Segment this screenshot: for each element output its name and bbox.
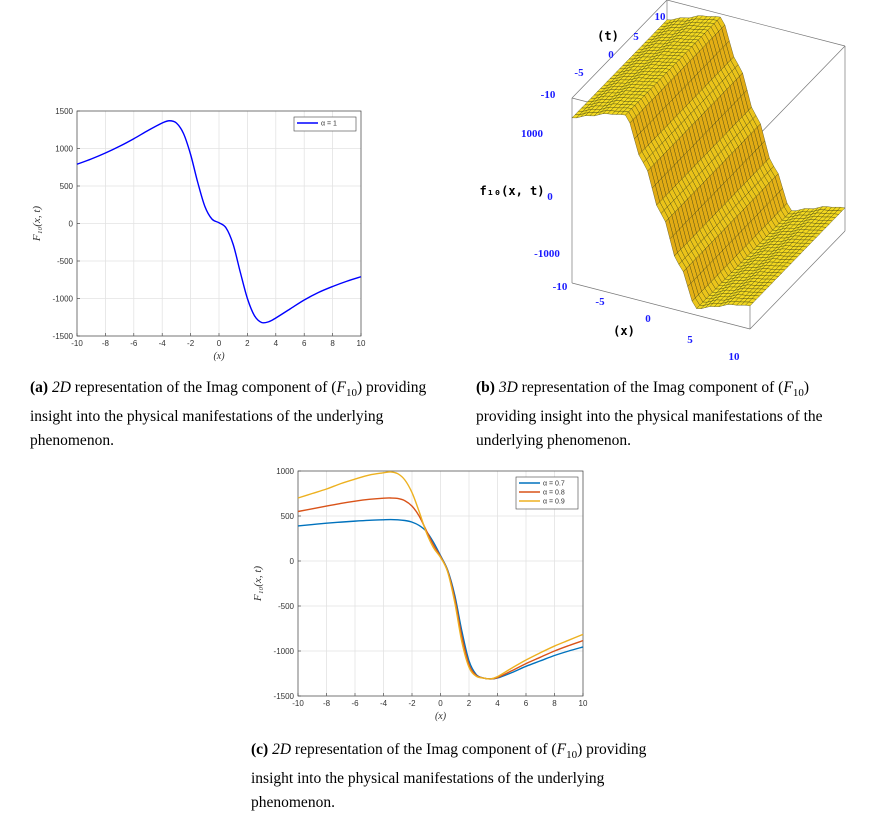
surface-t-tick-label: -10 — [541, 89, 556, 101]
caption-a-sub: 10 — [345, 387, 357, 400]
chart-a-xtick-label: 4 — [274, 339, 279, 348]
caption-c-sym: F — [556, 741, 567, 758]
caption-a-end: ) providing insight into the physical ma… — [30, 379, 427, 450]
caption-b: (b) 3D representation of the Imag compon… — [476, 376, 856, 453]
chart-c-series-line-3 — [297, 471, 584, 680]
chart-a-series-line-1 — [76, 120, 362, 324]
surface-box-edge — [749, 230, 846, 330]
surface-t-tick-label: 5 — [633, 31, 639, 43]
chart-c-legend-label-1: α = 0.7 — [543, 481, 565, 488]
chart-a-xtick-label: 6 — [302, 339, 307, 348]
surface-z-tick-label: -1000 — [534, 248, 560, 260]
caption-b-end: ) providing insight into the physical ma… — [476, 379, 823, 450]
caption-b-dim: 3D — [498, 379, 518, 396]
surface-box-edge — [571, 282, 751, 330]
chart-a-xtick-label: -2 — [187, 339, 195, 348]
chart-c-xtick-label: 8 — [552, 699, 557, 708]
surface-patch — [745, 301, 754, 307]
chart-c-xtick-label: -2 — [408, 699, 416, 708]
caption-c-sub: 10 — [566, 749, 578, 762]
chart-c-xtick-label: 4 — [495, 699, 500, 708]
chart-a-xtick-label: 0 — [217, 339, 222, 348]
chart-a-xlabel: (x) — [213, 351, 225, 362]
chart-c-ylabel: F₁₀(x, t) — [252, 566, 264, 602]
chart-a-ytick-label: -1000 — [53, 295, 74, 304]
caption-b-tag: (b) — [476, 379, 495, 396]
surface-z-axis-label: f₁₀(x, t) — [479, 184, 544, 198]
chart-c-legend-label-2: α = 0.8 — [543, 490, 565, 497]
surface-x-tick-label: 10 — [729, 351, 741, 363]
chart-c-xtick-label: 10 — [579, 699, 588, 708]
chart-c-xlabel: (x) — [435, 711, 447, 722]
chart-a-xtick-label: -10 — [71, 339, 83, 348]
surface-x-tick-label: -5 — [595, 296, 605, 308]
chart-a-xtick-label: -6 — [130, 339, 138, 348]
chart-c-plot: -10 -8 -6 -4 -2 0 2 4 6 8 10 1000 500 0 -500 -1000 -1500… — [252, 467, 588, 722]
chart-c-ytick-label: -500 — [278, 602, 295, 611]
surface-t-tick-label: -5 — [574, 67, 584, 79]
chart-a-ytick-label: 0 — [69, 220, 74, 229]
chart-a-legend — [293, 116, 357, 132]
caption-a-sym: F — [336, 379, 346, 396]
surface-t-tick-label: 0 — [608, 49, 614, 61]
caption-b-sub: 10 — [792, 387, 804, 400]
chart-c-ytick-label: 500 — [281, 512, 295, 521]
chart-a-ytick-label: -1500 — [53, 332, 74, 341]
caption-b-sym: F — [783, 379, 793, 396]
chart-a-legend-label-1: α = 1 — [321, 121, 337, 128]
surface-z-tick-label: 0 — [547, 191, 553, 203]
chart-c-ytick-label: 1000 — [276, 467, 294, 476]
chart-c-xtick-label: -8 — [323, 699, 331, 708]
chart-a-xtick-label: 10 — [357, 339, 366, 348]
chart-c-axes-box — [297, 470, 584, 697]
surface-box-edge — [571, 0, 668, 99]
chart-a-plot: -10 -8 -6 -4 -2 0 2 4 6 8 10 1500 1000 500 0 -500 -1000 -… — [31, 107, 366, 362]
surface-box-edge — [749, 45, 846, 145]
chart-a-ytick-label: -500 — [57, 257, 74, 266]
chart-c-xtick-label: 0 — [438, 699, 443, 708]
caption-a-text: representation of the Imag component of … — [70, 379, 337, 396]
caption-a-dim: 2D — [51, 379, 71, 396]
chart-c-ytick-label: -1000 — [274, 647, 295, 656]
chart-a-xtick-label: -8 — [102, 339, 110, 348]
surface-x-tick-label: 0 — [645, 313, 651, 325]
caption-a-tag: (a) — [30, 379, 49, 396]
chart-c-ytick-label: -1500 — [274, 692, 295, 701]
chart-a-xtick-label: 2 — [245, 339, 250, 348]
chart-a-ylabel: F₁₀(x, t) — [31, 206, 43, 242]
chart-a-xtick-label: -4 — [159, 339, 167, 348]
chart-c-xtick-label: -4 — [380, 699, 388, 708]
chart-b-surface: 10 5 0 -5 -10 1000 0 -1000 -10 -5 0 5 10 (t) f₁₀(x, t)… — [479, 0, 846, 363]
chart-c-ytick-label: 0 — [290, 557, 295, 566]
surface-t-axis-label: (t) — [597, 29, 619, 43]
surface-z-tick-label: 1000 — [521, 128, 544, 140]
caption-c-dim: 2D — [272, 741, 292, 758]
surface-x-tick-label: -10 — [553, 281, 568, 293]
caption-c-tag: (c) — [251, 741, 269, 758]
chart-a-ytick-label: 1500 — [55, 107, 73, 116]
chart-a-ytick-label: 1000 — [55, 145, 73, 154]
caption-c: (c) 2D representation of the Imag compon… — [251, 738, 651, 815]
caption-a: (a) 2D representation of the Imag compon… — [30, 376, 450, 453]
chart-c-legend-label-3: α = 0.9 — [543, 499, 565, 506]
chart-a-axes-box — [76, 110, 362, 337]
caption-c-end: ) providing insight into the physical ma… — [251, 741, 647, 812]
surface-t-tick-label: 10 — [655, 11, 667, 23]
chart-c-xtick-label: -6 — [351, 699, 359, 708]
chart-c-xtick-label: 6 — [524, 699, 529, 708]
caption-b-text: representation of the Imag component of … — [517, 379, 784, 396]
surface-box-edge — [666, 0, 846, 47]
surface-x-axis-label: (x) — [613, 324, 635, 338]
chart-c-xtick-label: 2 — [467, 699, 472, 708]
chart-c-xtick-label: -10 — [292, 699, 304, 708]
chart-a-xtick-label: 8 — [330, 339, 335, 348]
caption-c-text: representation of the Imag component of … — [291, 741, 557, 758]
surface-x-tick-label: 5 — [687, 334, 693, 346]
chart-a-ytick-label: 500 — [60, 182, 74, 191]
